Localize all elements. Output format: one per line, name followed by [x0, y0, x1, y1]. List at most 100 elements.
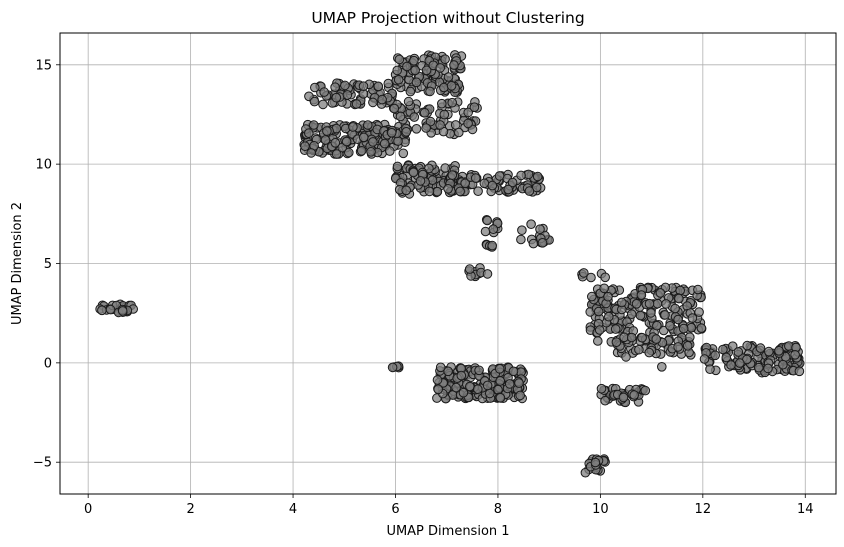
scatter-point [394, 54, 405, 65]
scatter-point [721, 352, 732, 363]
scatter-point [678, 323, 689, 334]
scatter-point [363, 120, 373, 130]
scatter-point [579, 268, 589, 278]
scatter-point [778, 359, 788, 370]
scatter-point [629, 390, 640, 400]
scatter-point [660, 310, 670, 320]
scatter-point [626, 309, 637, 320]
scatter-point [377, 94, 387, 105]
scatter-point [320, 135, 331, 145]
scatter-point [735, 358, 745, 368]
scatter-point [439, 82, 449, 93]
scatter-point [415, 176, 426, 186]
scatter-point [449, 60, 459, 70]
scatter-point [488, 224, 499, 234]
scatter-point [403, 96, 414, 107]
scatter-point [395, 111, 406, 122]
scatter-point [618, 392, 629, 403]
scatter-point [485, 388, 495, 399]
scatter-point [330, 82, 340, 92]
x-tick-label: 12 [695, 502, 712, 517]
scatter-point [443, 184, 453, 194]
scatter-point [319, 87, 330, 97]
scatter-point [617, 297, 627, 308]
scatter-point [487, 180, 498, 191]
scatter-point [405, 86, 416, 97]
scatter-point [742, 340, 753, 351]
scatter-point [439, 109, 450, 120]
scatter-point [359, 132, 369, 143]
scatter-point [379, 138, 390, 149]
scatter-point [705, 364, 715, 375]
x-tick-label: 10 [592, 502, 609, 517]
scatter-point [463, 118, 473, 129]
scatter-point [424, 186, 435, 197]
y-axis-label: UMAP Dimension 2 [10, 202, 25, 325]
scatter-point [447, 97, 458, 108]
scatter-point [340, 80, 350, 91]
scatter-point [754, 362, 764, 373]
scatter-point [322, 126, 332, 136]
scatter-point [694, 307, 704, 317]
scatter-point [665, 321, 675, 331]
x-tick-label: 4 [289, 502, 297, 517]
scatter-point [366, 147, 376, 157]
scatter-point [600, 272, 611, 283]
scatter-point [634, 344, 644, 355]
scatter-point [398, 148, 409, 159]
scatter-point [673, 314, 683, 325]
scatter-point [358, 81, 369, 91]
scatter-point [460, 178, 471, 189]
scatter-point [526, 219, 536, 229]
scatter-point [409, 55, 419, 66]
scatter-point [443, 366, 453, 377]
scatter-point [368, 137, 378, 147]
scatter-point [348, 122, 358, 132]
scatter-point [401, 127, 412, 137]
scatter-point [473, 384, 483, 395]
scatter-point [419, 108, 430, 118]
scatter-point [733, 347, 744, 357]
scatter-point [425, 86, 435, 97]
scatter-point [310, 82, 320, 93]
scatter-point [646, 308, 656, 318]
scatter-point [587, 291, 597, 302]
y-tick-label: 5 [44, 257, 52, 272]
scatter-point [440, 163, 451, 173]
scatter-point [682, 341, 693, 351]
scatter-point [373, 81, 384, 92]
scatter-point [344, 147, 354, 158]
scatter-point [443, 72, 454, 82]
scatter-point [644, 298, 655, 309]
scatter-point [532, 171, 543, 182]
x-tick-label: 6 [391, 502, 399, 517]
scatter-point [368, 97, 378, 108]
scatter-point [524, 186, 535, 196]
scatter-point [421, 65, 432, 76]
scatter-point [794, 366, 805, 377]
scatter-point [386, 128, 397, 138]
scatter-point [535, 224, 545, 234]
scatter-point [482, 269, 493, 279]
data-points [95, 50, 805, 478]
scatter-point [710, 350, 721, 361]
scatter-point [474, 365, 484, 376]
scatter-point [611, 337, 622, 348]
scatter-point [304, 128, 314, 138]
scatter-point [410, 65, 421, 76]
scatter-point [593, 306, 604, 317]
scatter-point [401, 185, 412, 196]
scatter-point [515, 390, 526, 401]
scatter-point [409, 112, 420, 122]
scatter-point [117, 306, 128, 316]
scatter-point [503, 184, 514, 195]
scatter-point [508, 366, 519, 377]
scatter-point [517, 225, 527, 235]
scatter-point [446, 81, 457, 91]
scatter-point [599, 283, 610, 294]
scatter-point [331, 149, 342, 159]
scatter-point [447, 170, 458, 180]
chart-title: UMAP Projection without Clustering [311, 9, 584, 27]
scatter-point [425, 116, 436, 127]
